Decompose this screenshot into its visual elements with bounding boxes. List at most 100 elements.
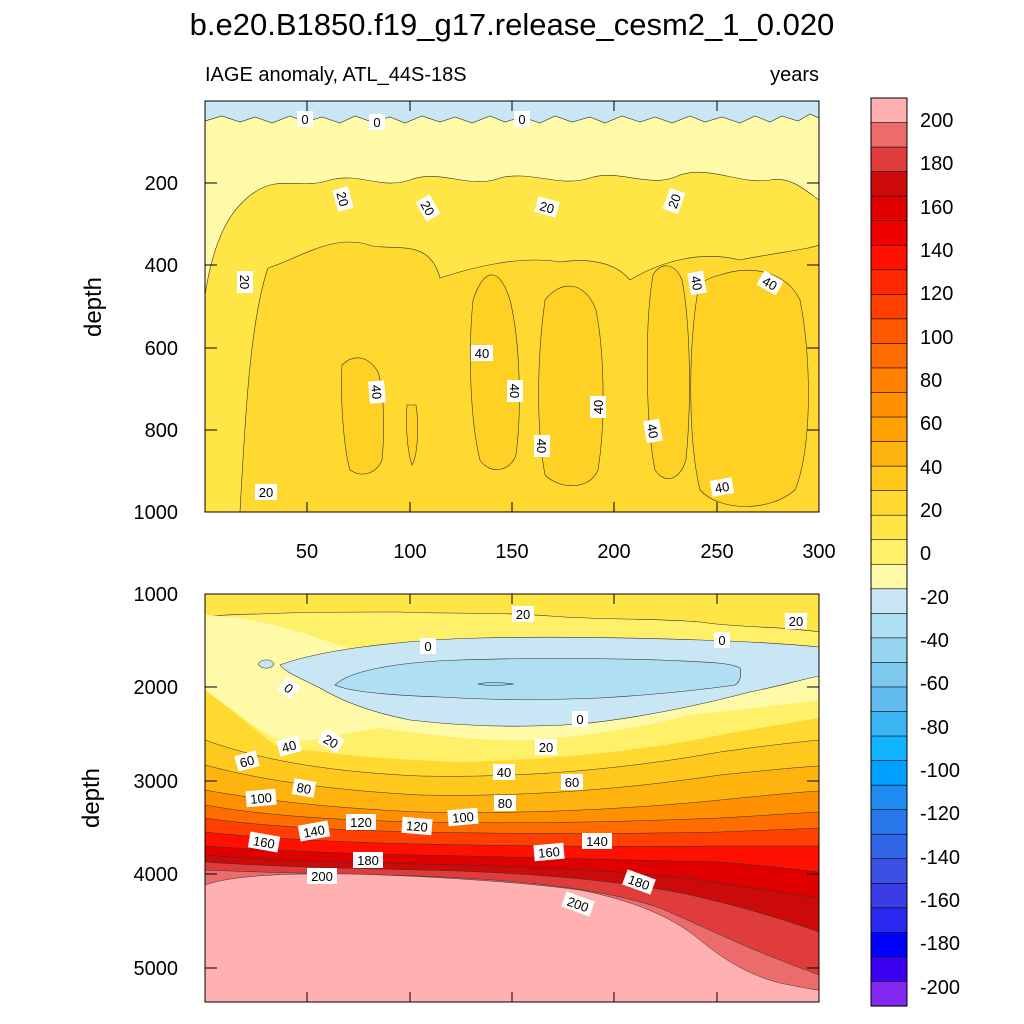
bottom-contour-label: 0 bbox=[277, 676, 301, 700]
colorbar-frame bbox=[870, 97, 908, 1007]
bottom-contour-label-text: 100 bbox=[452, 809, 475, 826]
bottom-y-tick-label: 1000 bbox=[134, 584, 179, 606]
bottom-contour-label-text: 120 bbox=[405, 818, 428, 835]
colorbar-segment bbox=[870, 465, 908, 492]
colorbar-segment bbox=[870, 269, 908, 295]
colorbar-label: 60 bbox=[920, 413, 942, 435]
bottom-contour-label: 180 bbox=[622, 869, 656, 895]
top-contour-label-text: 20 bbox=[333, 190, 351, 208]
bottom-contour-label: 200 bbox=[561, 891, 595, 917]
colorbar-segment bbox=[870, 294, 908, 320]
top-y-ticks bbox=[205, 182, 819, 513]
top-contour-label: 0 bbox=[297, 111, 313, 127]
colorbar-segment bbox=[870, 760, 908, 786]
colorbar-label: -80 bbox=[920, 717, 949, 739]
top-contour-label-text: 40 bbox=[644, 423, 661, 440]
top-contour-label: 40 bbox=[756, 270, 784, 296]
top-contour-label: 40 bbox=[709, 477, 735, 497]
bottom-contour-label-text: 200 bbox=[311, 869, 333, 884]
colorbar-label: 40 bbox=[920, 457, 942, 479]
bottom-fill-negative-inner bbox=[334, 658, 742, 700]
top-x-tick-label: 300 bbox=[802, 541, 835, 563]
colorbar-label: 120 bbox=[920, 283, 953, 305]
top-subtitle-left: IAGE anomaly, ATL_44S-18S bbox=[205, 64, 467, 86]
bottom-contour-label-text: 0 bbox=[718, 633, 725, 648]
colorbar-label: 160 bbox=[920, 197, 953, 219]
colorbar-segment bbox=[870, 146, 908, 173]
bottom-contour-label-text: 40 bbox=[497, 765, 511, 780]
colorbar-label: 140 bbox=[920, 240, 953, 262]
top-contour-label-text: 0 bbox=[373, 115, 380, 130]
bottom-contour-label: 80 bbox=[494, 795, 516, 811]
top-contour-label: 40 bbox=[534, 435, 550, 457]
bottom-contour-label-text: 140 bbox=[302, 822, 326, 841]
top-y-tick-labels: 200 400 600 800 1000 bbox=[134, 173, 179, 524]
bottom-y-tick-label: 3000 bbox=[134, 771, 179, 793]
colorbar-segment bbox=[870, 563, 908, 590]
top-contour-label-text: 20 bbox=[538, 198, 556, 216]
top-contour-label-text: 40 bbox=[507, 384, 522, 398]
bottom-y-tick-labels: 1000 2000 3000 4000 5000 bbox=[134, 584, 179, 980]
colorbar-segment bbox=[870, 343, 908, 369]
bottom-contour-label-text: 160 bbox=[538, 844, 561, 861]
top-x-ticks bbox=[306, 101, 820, 512]
top-x-tick-label: 250 bbox=[700, 541, 733, 563]
colorbar-segment bbox=[870, 662, 908, 688]
colorbar-label: -120 bbox=[920, 803, 960, 825]
colorbar-segment bbox=[870, 981, 908, 1007]
colorbar-segment bbox=[870, 514, 908, 541]
top-panel: IAGE anomaly, ATL_44S-18S years 0 0 0 20… bbox=[80, 64, 836, 563]
top-contour-label: 20 bbox=[255, 484, 277, 500]
colorbar-segment bbox=[870, 367, 908, 394]
top-contour-fills bbox=[205, 101, 819, 512]
top-contour-label-text: 20 bbox=[259, 485, 273, 500]
bottom-fill-negative-dot bbox=[257, 659, 275, 669]
top-contour-label: 40 bbox=[507, 380, 523, 402]
bottom-contour-label: 20 bbox=[317, 728, 345, 754]
top-contour-label-text: 40 bbox=[688, 275, 705, 292]
bottom-contour-label: 40 bbox=[276, 735, 302, 757]
colorbar-label: -40 bbox=[920, 630, 949, 652]
colorbar-segment bbox=[870, 392, 908, 418]
bottom-contour-label-text: 20 bbox=[789, 614, 803, 629]
colorbar-segment bbox=[870, 735, 908, 762]
colorbar-segment bbox=[870, 97, 908, 124]
top-x-tick-label: 200 bbox=[597, 541, 630, 563]
bottom-y-tick-label: 5000 bbox=[134, 958, 179, 980]
top-contour-label-text: 20 bbox=[237, 275, 252, 289]
colorbar-label: -20 bbox=[920, 587, 949, 609]
top-fill-40-b bbox=[406, 404, 418, 466]
top-subtitle-right: years bbox=[770, 64, 819, 86]
colorbar-segment bbox=[870, 956, 908, 983]
bottom-contour-label-text: 20 bbox=[539, 740, 553, 755]
bottom-x-ticks bbox=[306, 594, 718, 1002]
top-contour-label: 0 bbox=[369, 114, 385, 130]
top-contour-label: 40 bbox=[471, 345, 493, 361]
top-contour-label-text: 0 bbox=[301, 112, 308, 127]
bottom-contour-label: 0 bbox=[420, 638, 436, 654]
colorbar-segment bbox=[870, 613, 908, 639]
top-contour-label-text: 40 bbox=[714, 479, 731, 496]
colorbar-label: -180 bbox=[920, 933, 960, 955]
top-contour-label: 40 bbox=[687, 270, 707, 296]
top-contour-label: 40 bbox=[368, 380, 386, 404]
bottom-contour-label-text: 60 bbox=[238, 752, 256, 770]
top-contour-label: 20 bbox=[534, 196, 560, 218]
bottom-contour-label-text: 160 bbox=[252, 833, 276, 852]
top-contour-label-text: 40 bbox=[591, 400, 606, 414]
bottom-fill-negative-core bbox=[476, 682, 515, 686]
colorbar-segment bbox=[870, 220, 908, 246]
bottom-contour-label: 40 bbox=[493, 764, 515, 780]
colorbar bbox=[870, 97, 908, 1007]
top-fill-40-d bbox=[538, 285, 604, 486]
top-contour-label-text: 0 bbox=[518, 112, 525, 127]
bottom-contour-label: 160 bbox=[247, 831, 281, 853]
bottom-contour-label-text: 100 bbox=[250, 790, 273, 807]
top-contour-label-text: 40 bbox=[368, 384, 384, 400]
bottom-contour-label: 140 bbox=[582, 833, 612, 849]
bottom-contour-label: 120 bbox=[346, 814, 376, 830]
colorbar-segment bbox=[870, 809, 908, 835]
top-fill-40-f bbox=[690, 270, 809, 507]
colorbar-segment bbox=[870, 416, 908, 443]
top-x-tick-label: 100 bbox=[393, 541, 426, 563]
